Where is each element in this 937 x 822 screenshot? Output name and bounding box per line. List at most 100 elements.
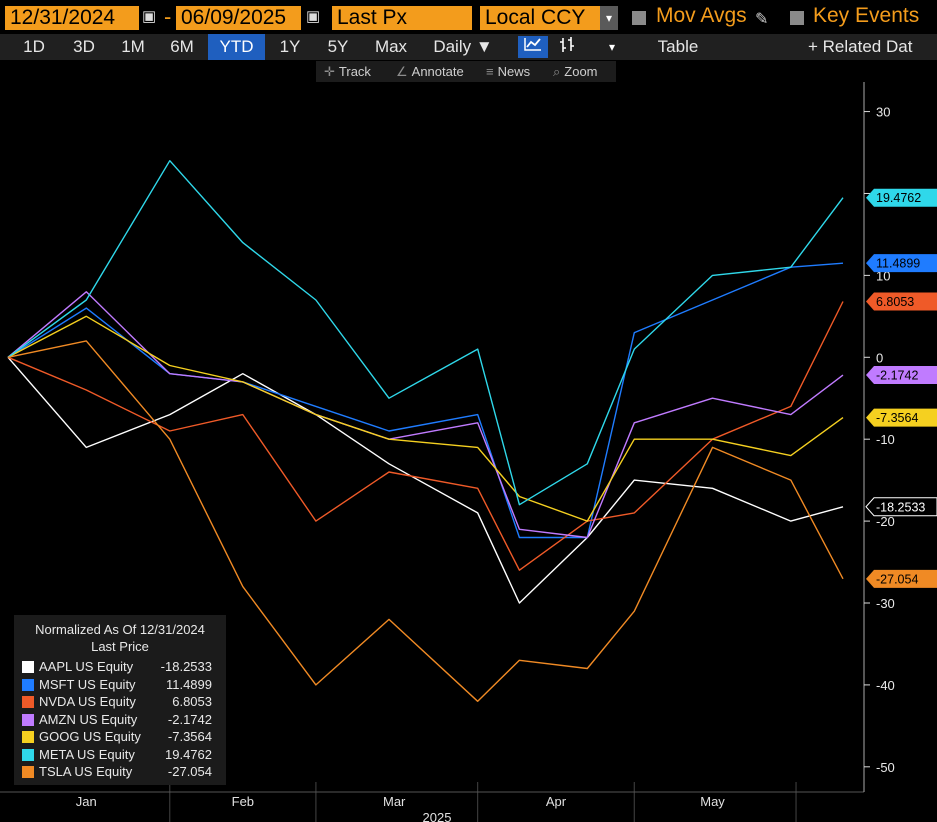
key-events-label[interactable]: Key Events xyxy=(813,4,920,27)
legend-series-name: AMZN US Equity xyxy=(39,711,138,727)
tab-bar: 1D 3D 1M 6M YTD 1Y 5Y Max Daily ▼ ▾ Tabl… xyxy=(0,34,937,60)
legend-item[interactable]: NVDA US Equity 6.8053 xyxy=(14,693,226,711)
tab-5y[interactable]: 5Y xyxy=(327,37,349,56)
last-value-tag xyxy=(866,366,937,385)
legend-series-name: TSLA US Equity xyxy=(39,764,133,779)
y-tick-label: -50 xyxy=(876,760,895,775)
line-chart[interactable]: 3020100-10-20-30-40-50JanFebMarAprMay202… xyxy=(0,82,937,822)
series-line xyxy=(7,291,844,539)
legend-swatch xyxy=(22,748,34,761)
y-tick-label: -10 xyxy=(876,432,895,447)
chevron-down-icon[interactable]: ▾ xyxy=(600,6,618,30)
tab-1m[interactable]: 1M xyxy=(121,37,145,56)
chevron-down-icon[interactable]: ▾ xyxy=(608,40,616,54)
series-line xyxy=(7,159,844,506)
x-year-label: 2025 xyxy=(423,810,452,822)
series-line xyxy=(7,340,844,702)
zoom-label: Zoom xyxy=(564,64,598,79)
last-value-tag xyxy=(866,188,937,207)
key-events-checkbox[interactable] xyxy=(790,11,804,25)
x-tick-label: Feb xyxy=(232,794,254,809)
news-tool[interactable]: ≡ News xyxy=(486,61,530,82)
currency-selector[interactable]: Local CCY xyxy=(480,6,600,30)
legend-last-price: 19.4762 xyxy=(165,746,212,762)
calendar-icon[interactable]: ▣ xyxy=(306,8,321,25)
y-tick-label: -20 xyxy=(876,514,895,529)
legend-swatch xyxy=(22,731,34,743)
tab-max[interactable]: Max xyxy=(374,37,408,56)
x-tick-label: Mar xyxy=(383,794,406,809)
news-icon: ≡ xyxy=(486,64,494,79)
annotate-label: Annotate xyxy=(411,64,464,79)
legend-item[interactable]: AMZN US Equity -2.1742 xyxy=(14,711,226,729)
mov-avgs-checkbox[interactable] xyxy=(632,11,646,25)
date-separator: - xyxy=(164,4,172,29)
track-label: Track xyxy=(338,64,371,79)
y-tick-label: -40 xyxy=(876,678,895,693)
pencil-icon[interactable]: ✎ xyxy=(755,11,769,28)
legend-series-name: NVDA US Equity xyxy=(39,694,136,709)
line-chart-icon[interactable] xyxy=(518,36,548,58)
legend-item[interactable]: TSLA US Equity -27.054 xyxy=(14,763,226,781)
tab-6m[interactable]: 6M xyxy=(170,37,194,56)
calendar-icon[interactable]: ▣ xyxy=(142,8,157,25)
last-value-label: 11.4899 xyxy=(876,257,920,271)
legend-subtitle: Last Price xyxy=(91,639,149,654)
related-data-button[interactable]: + Related Dat xyxy=(808,37,913,56)
legend-item[interactable]: MSFT US Equity 11.4899 xyxy=(14,676,226,694)
y-tick-label: 30 xyxy=(876,105,890,120)
legend-swatch xyxy=(22,766,34,778)
table-button[interactable]: Table xyxy=(657,37,699,56)
legend-swatch xyxy=(22,696,34,708)
legend-series-name: AAPL US Equity xyxy=(39,659,134,674)
legend-last-price: -27.054 xyxy=(167,764,212,779)
legend-item[interactable]: META US Equity 19.4762 xyxy=(14,746,226,764)
start-date-field[interactable]: 12/31/2024 xyxy=(5,6,139,30)
last-value-label: -27.054 xyxy=(876,572,918,586)
legend-last-price: 6.8053 xyxy=(172,694,212,709)
end-date-field[interactable]: 06/09/2025 xyxy=(176,6,301,30)
field-selector[interactable]: Last Px xyxy=(332,6,472,30)
legend-title: Normalized As Of 12/31/2024 xyxy=(35,622,205,637)
series-line xyxy=(7,315,844,522)
x-tick-label: Jan xyxy=(76,794,97,809)
last-value-tag xyxy=(865,497,937,517)
annotate-tool[interactable]: ∠ Annotate xyxy=(396,61,464,82)
legend-item[interactable]: AAPL US Equity -18.2533 xyxy=(14,658,226,676)
legend-last-price: -18.2533 xyxy=(160,659,212,674)
track-tool[interactable]: ✛ Track xyxy=(324,61,371,82)
search-icon: ⌕ xyxy=(553,64,561,79)
legend-series-name: GOOG US Equity xyxy=(39,729,141,744)
annotate-icon: ∠ xyxy=(396,64,408,79)
tab-ytd[interactable]: YTD xyxy=(208,34,265,60)
last-value-label: 6.8053 xyxy=(876,295,914,309)
legend-last-price: -7.3564 xyxy=(167,729,212,744)
period-selector[interactable]: Daily ▼ xyxy=(433,37,493,56)
legend-swatch xyxy=(22,661,34,673)
legend-swatch xyxy=(22,713,34,726)
legend-last-price: 11.4899 xyxy=(165,676,212,692)
last-value-label: -2.1742 xyxy=(876,369,918,383)
zoom-tool[interactable]: ⌕ Zoom xyxy=(553,61,598,82)
tab-3d[interactable]: 3D xyxy=(73,37,95,56)
series-line xyxy=(7,262,844,539)
last-value-label: -18.2533 xyxy=(876,500,925,514)
mov-avgs-label[interactable]: Mov Avgs xyxy=(656,4,747,27)
tab-1y[interactable]: 1Y xyxy=(279,37,301,56)
last-value-tag xyxy=(866,408,937,427)
x-tick-label: Apr xyxy=(546,794,567,809)
last-value-tag xyxy=(866,569,937,588)
y-tick-label: 0 xyxy=(876,350,883,365)
y-tick-label: -30 xyxy=(876,596,895,611)
series-line xyxy=(7,301,844,571)
chart-tools: ✛ Track ∠ Annotate ≡ News ⌕ Zoom xyxy=(316,61,616,82)
tab-1d[interactable]: 1D xyxy=(23,37,45,56)
legend-item[interactable]: GOOG US Equity -7.3564 xyxy=(14,728,226,746)
news-label: News xyxy=(497,64,531,79)
toolbar: 12/31/2024 ▣ - 06/09/2025 ▣ Last Px Loca… xyxy=(0,0,937,34)
crosshair-icon: ✛ xyxy=(324,64,335,79)
series-line xyxy=(7,356,844,604)
legend-last-price: -2.1742 xyxy=(167,711,212,727)
last-value-tag xyxy=(866,292,937,311)
candle-chart-icon[interactable] xyxy=(552,36,582,58)
